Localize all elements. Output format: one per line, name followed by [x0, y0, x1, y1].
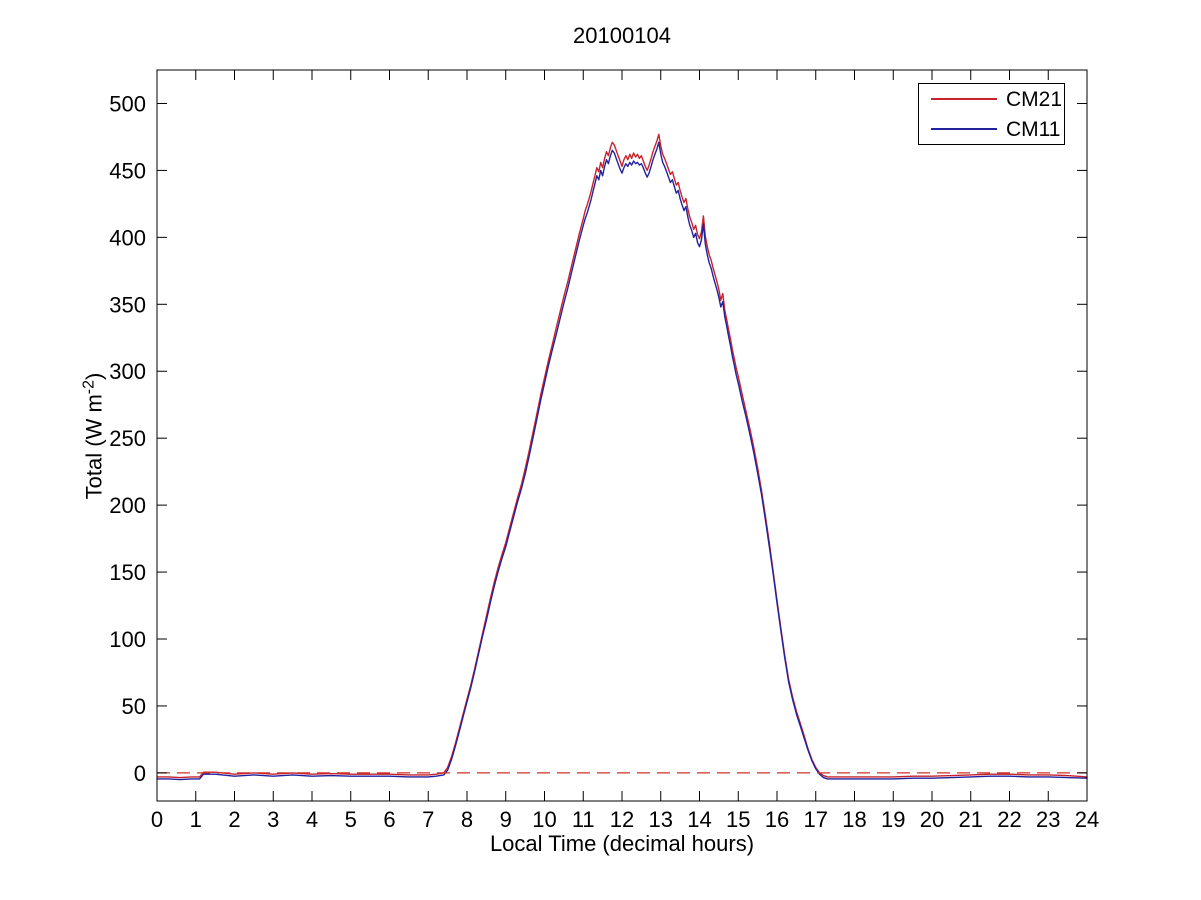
- y-tick-label: 450: [109, 158, 146, 183]
- legend-label-cm21: CM21: [1006, 87, 1063, 111]
- legend-line-sample-cm11: [931, 128, 997, 130]
- legend-line-sample-cm21: [931, 98, 997, 100]
- x-tick-label: 11: [572, 807, 595, 832]
- x-tick-label: 7: [422, 807, 434, 832]
- x-tick-label: 16: [765, 807, 789, 832]
- chart-title: 20100104: [573, 23, 671, 48]
- x-tick-label: 13: [649, 807, 673, 832]
- x-tick-label: 17: [804, 807, 828, 832]
- x-tick-label: 19: [881, 807, 905, 832]
- x-tick-label: 3: [267, 807, 279, 832]
- legend: CM21 CM11: [918, 83, 1065, 145]
- y-axis-label-suffix: ): [81, 372, 107, 380]
- x-tick-label: 15: [726, 807, 750, 832]
- y-tick-label: 300: [109, 359, 146, 384]
- x-tick-label: 14: [687, 807, 711, 832]
- x-tick-label: 9: [500, 807, 512, 832]
- legend-row: CM11: [919, 119, 1064, 140]
- y-tick-label: 250: [109, 426, 146, 451]
- x-tick-label: 1: [190, 807, 202, 832]
- x-tick-label: 5: [345, 807, 357, 832]
- series-line-cm11: [156, 141, 1088, 781]
- x-tick-label: 21: [959, 807, 983, 832]
- x-tick-label: 23: [1036, 807, 1060, 832]
- y-tick-label: 200: [109, 493, 146, 518]
- series-line-cm21: [156, 133, 1088, 779]
- x-tick-label: 2: [228, 807, 240, 832]
- x-tick-label: 0: [151, 807, 163, 832]
- y-tick-label: 50: [122, 694, 146, 719]
- y-tick-label: 350: [109, 292, 146, 317]
- y-axis-ticks: 0 50 100 150 200 250 300 350 400 450 500: [109, 91, 1087, 786]
- x-axis-ticks: 0 1 2 3 4 5 6 7 8 9 10 11 12 13 14 15 16 17 18 19 20 21 22 23 24: [151, 70, 1099, 832]
- x-tick-label: 24: [1075, 807, 1099, 832]
- plot-border: [156, 69, 1088, 802]
- y-tick-label: 150: [109, 560, 146, 585]
- x-tick-label: 18: [842, 807, 866, 832]
- y-axis-label-text: Total (W m: [81, 394, 107, 500]
- y-tick-label: 100: [109, 627, 146, 652]
- series-lines: [156, 133, 1088, 781]
- x-tick-label: 22: [997, 807, 1021, 832]
- y-axis-label: Total (W m-2): [77, 373, 106, 500]
- y-tick-label: 400: [109, 225, 146, 250]
- x-tick-label: 6: [383, 807, 395, 832]
- legend-label-cm11: CM11: [1006, 117, 1061, 141]
- x-tick-label: 12: [610, 807, 634, 832]
- x-tick-label: 20: [920, 807, 944, 832]
- x-tick-label: 4: [306, 807, 318, 832]
- x-tick-label: 10: [532, 807, 556, 832]
- x-tick-label: 8: [461, 807, 473, 832]
- y-tick-label: 0: [134, 761, 146, 786]
- y-axis-label-superscript: -2: [80, 379, 98, 395]
- y-tick-label: 500: [109, 91, 146, 116]
- x-axis-label: Local Time (decimal hours): [489, 831, 755, 856]
- legend-row: CM21: [919, 89, 1064, 110]
